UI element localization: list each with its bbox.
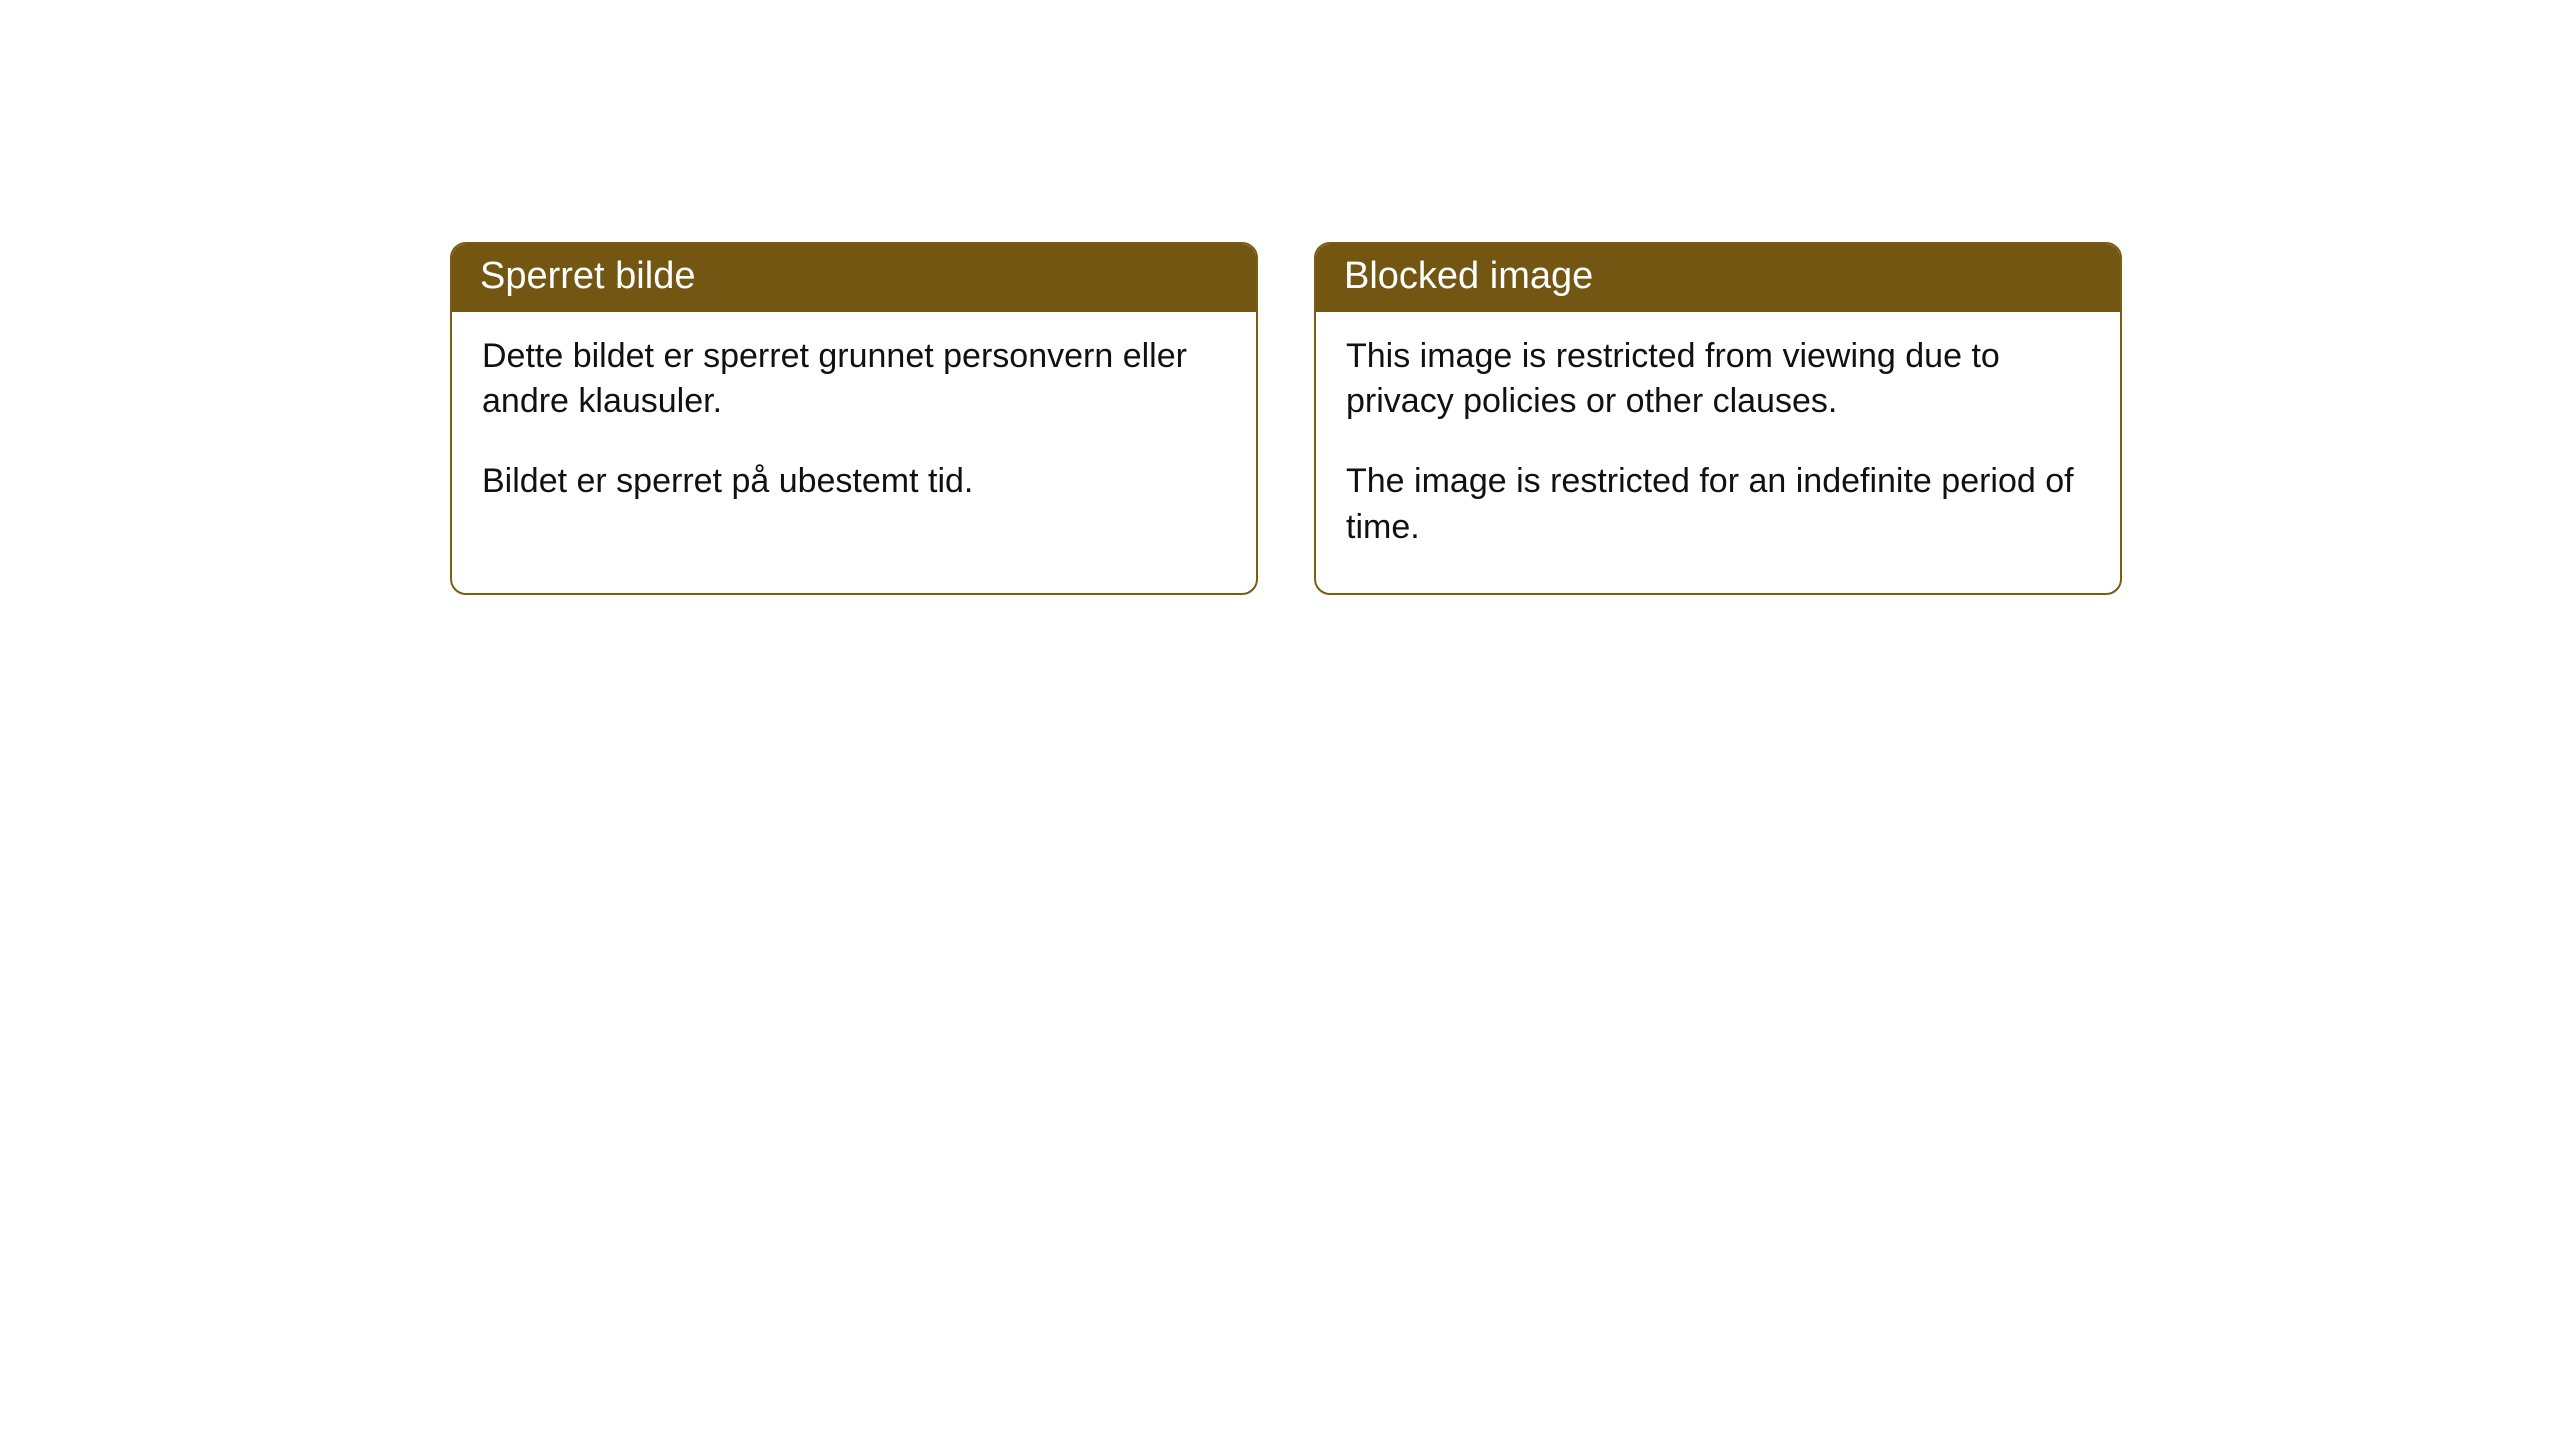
card-paragraph: The image is restricted for an indefinit… xyxy=(1346,459,2090,551)
card-body: This image is restricted from viewing du… xyxy=(1316,312,2120,594)
blocked-image-card-en: Blocked image This image is restricted f… xyxy=(1314,242,2122,595)
card-paragraph: This image is restricted from viewing du… xyxy=(1346,334,2090,426)
card-paragraph: Bildet er sperret på ubestemt tid. xyxy=(482,459,1226,505)
card-header: Blocked image xyxy=(1316,244,2120,312)
notice-cards-row: Sperret bilde Dette bildet er sperret gr… xyxy=(450,242,2122,595)
blocked-image-card-no: Sperret bilde Dette bildet er sperret gr… xyxy=(450,242,1258,595)
card-header: Sperret bilde xyxy=(452,244,1256,312)
card-body: Dette bildet er sperret grunnet personve… xyxy=(452,312,1256,548)
card-paragraph: Dette bildet er sperret grunnet personve… xyxy=(482,334,1226,426)
